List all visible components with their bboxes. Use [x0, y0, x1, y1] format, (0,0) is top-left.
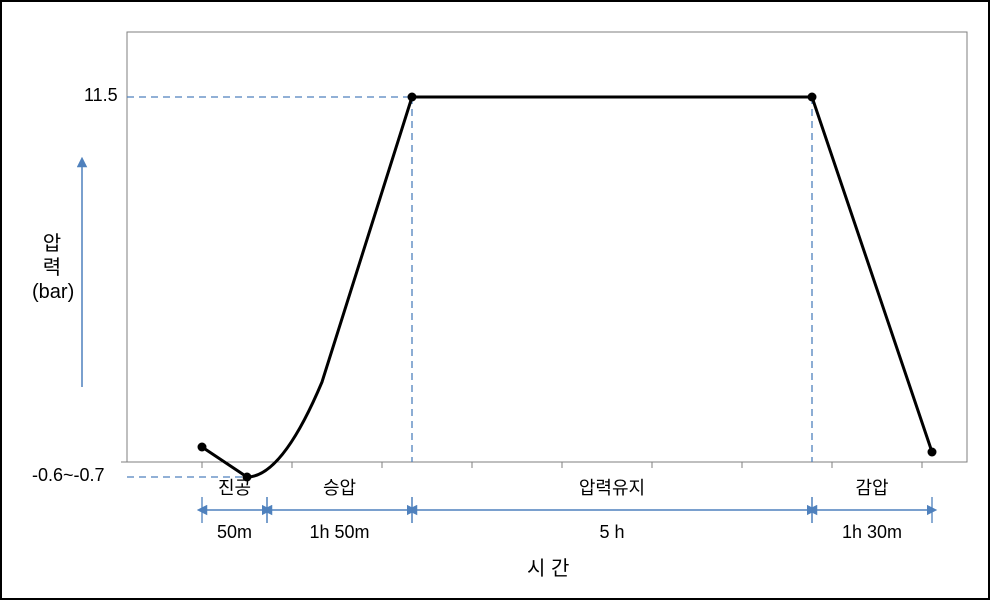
y-axis-title-line: (bar) [32, 281, 74, 303]
phase-label: 승압 [323, 478, 356, 498]
chart-frame: 진공 50m 승압 1h 50m 압력유지 5 h 감압 1h 30m 압 력 (bar) 1… [0, 0, 990, 600]
y-axis-title: 압 력 (bar) [32, 232, 72, 304]
y-axis-title-line: 압 [43, 233, 61, 255]
phase-label: 진공 [218, 478, 251, 498]
chart-area: 진공 50m 승압 1h 50m 압력유지 5 h 감압 1h 30m 압 력 (bar) 1… [2, 2, 988, 598]
chart-svg: 진공 50m 승압 1h 50m 압력유지 5 h 감압 1h 30m [2, 2, 990, 602]
phase-duration: 1h 30m [842, 522, 902, 542]
y-tick-label-low: -0.6~-0.7 [32, 465, 105, 486]
phase-duration: 1h 50m [309, 522, 369, 542]
x-axis-title: 시 간 [527, 552, 569, 581]
phase-label: 압력유지 [579, 478, 645, 498]
phase-label: 감압 [855, 478, 888, 498]
phase-duration: 5 h [599, 522, 624, 542]
y-axis-title-line: 력 [43, 257, 61, 279]
y-tick-label-high: 11.5 [84, 85, 118, 106]
phase-duration: 50m [217, 522, 252, 542]
